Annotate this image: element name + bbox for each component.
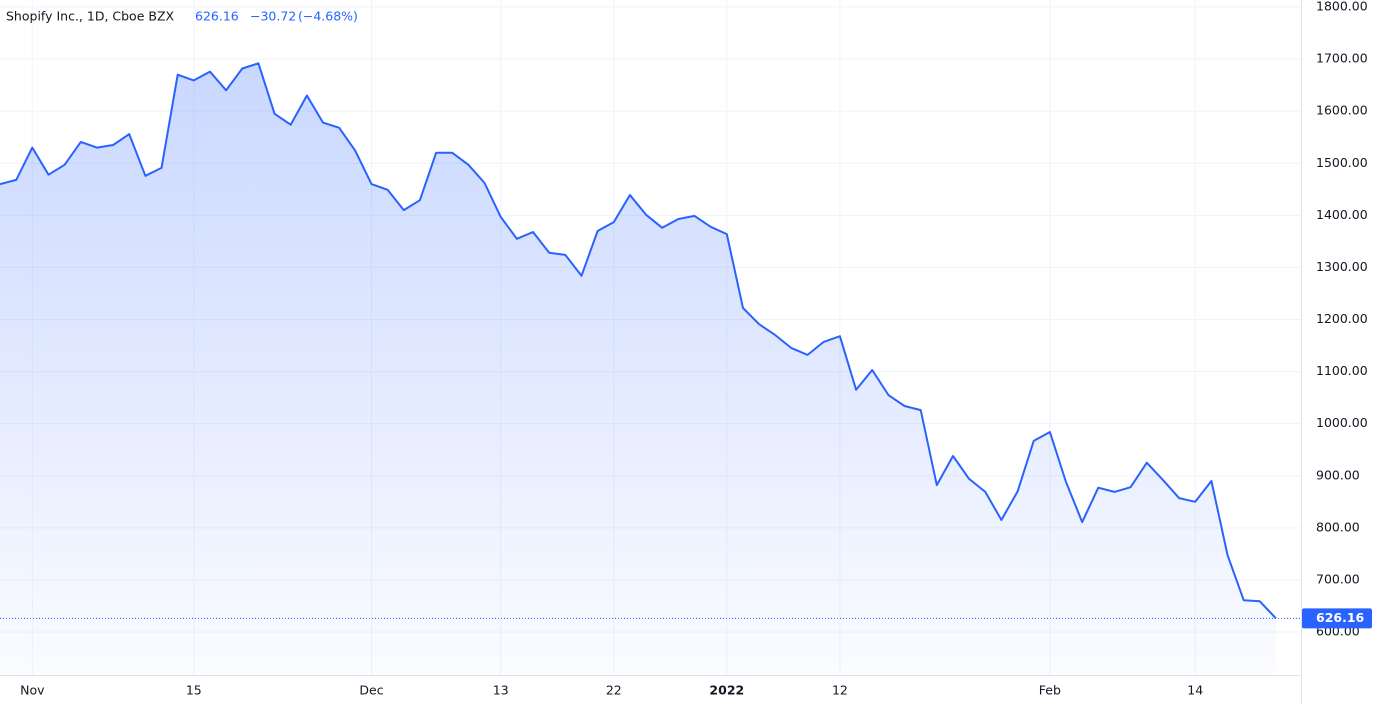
y-tick-label: 1300.00 (1316, 259, 1368, 274)
last-price-tag-label: 626.16 (1316, 610, 1365, 625)
price-change: −30.72 (250, 9, 296, 24)
y-tick-label: 1800.00 (1316, 0, 1368, 14)
x-tick-label: Dec (359, 683, 383, 698)
y-tick-label: 700.00 (1316, 571, 1360, 586)
x-tick-label: 12 (832, 683, 848, 698)
last-price-tag (1302, 608, 1372, 629)
price-change-pct: (−4.68%) (298, 9, 358, 24)
last-price: 626.16 (195, 9, 239, 24)
x-tick-label: 14 (1187, 683, 1203, 698)
y-tick-label: 1500.00 (1316, 155, 1368, 170)
symbol-title: Shopify Inc., 1D, Cboe BZX (6, 9, 175, 24)
x-tick-label: Feb (1039, 683, 1061, 698)
y-tick-label: 1200.00 (1316, 311, 1368, 326)
y-tick-label: 800.00 (1316, 519, 1360, 534)
x-tick-label: 22 (606, 683, 622, 698)
y-tick-label: 1000.00 (1316, 415, 1368, 430)
y-tick-label: 1400.00 (1316, 207, 1368, 222)
x-tick-label: 15 (186, 683, 202, 698)
y-tick-label: 1700.00 (1316, 51, 1368, 66)
x-tick-label: 13 (493, 683, 509, 698)
x-tick-label: Nov (20, 683, 45, 698)
area (0, 63, 1276, 676)
line (0, 62, 1277, 620)
x-tick-label: 2022 (709, 683, 744, 698)
y-tick-label: 1100.00 (1316, 363, 1368, 378)
y-tick-label: 900.00 (1316, 467, 1360, 482)
y-tick-label: 1600.00 (1316, 103, 1368, 118)
